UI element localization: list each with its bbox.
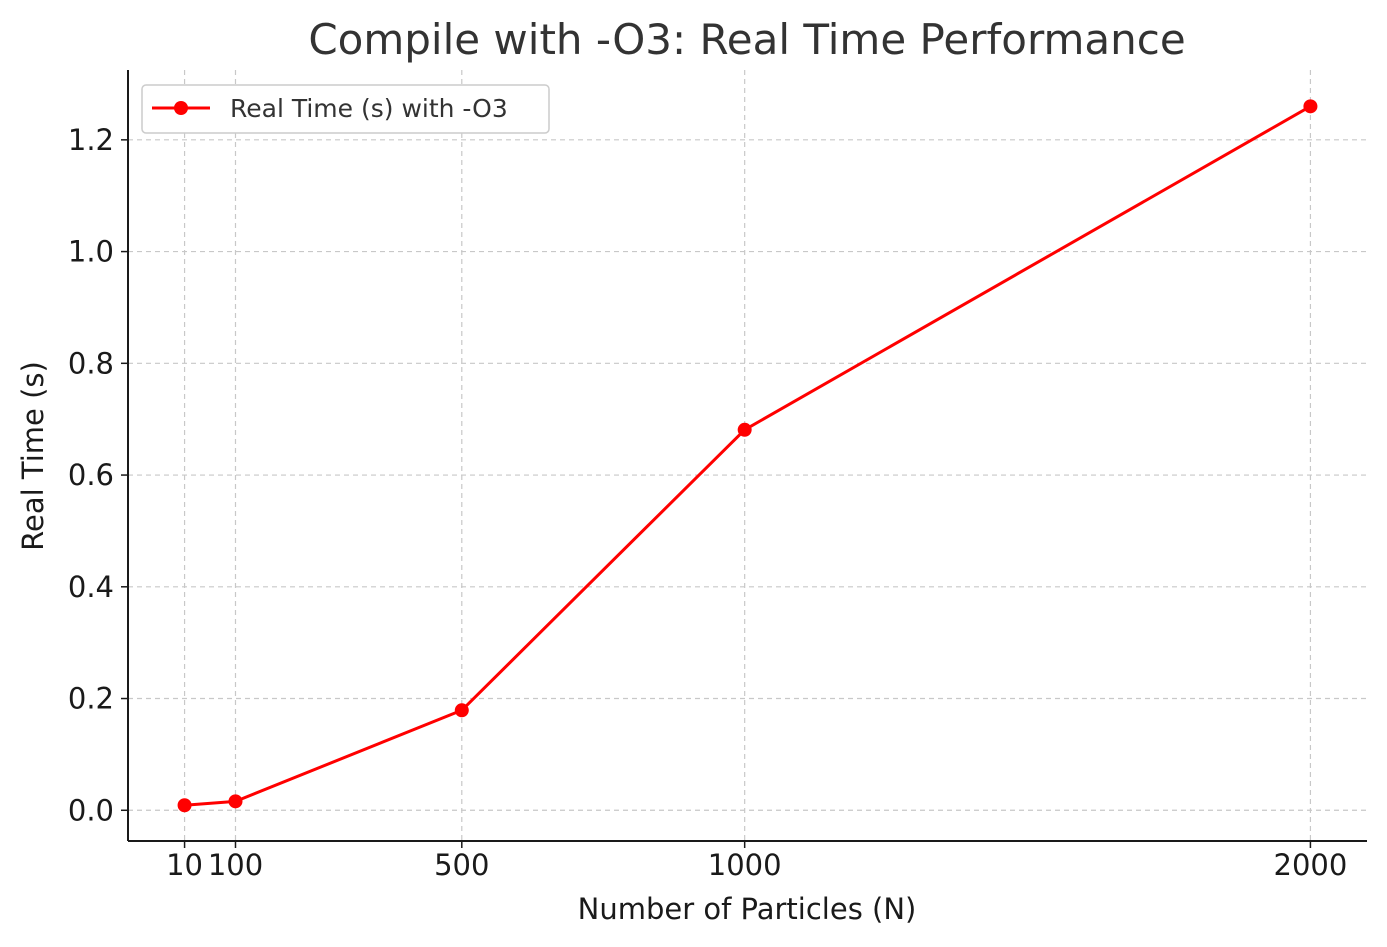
data-point [737, 422, 752, 437]
y-tick-label: 1.2 [68, 123, 114, 157]
series [177, 99, 1318, 813]
legend-marker-swatch [174, 101, 188, 115]
y-tick-label: 0.0 [68, 793, 114, 827]
tick-labels: 10 100 500 1000 2000 0.0 0.2 0.4 0.6 0.8 1.0 1.2 [68, 123, 1347, 882]
y-tick-label: 0.6 [68, 458, 114, 492]
y-tick-label: 0.4 [68, 570, 114, 604]
legend-box [141, 84, 550, 134]
y-tick-label: 0.2 [68, 682, 114, 716]
data-point [1303, 99, 1318, 114]
data-point [177, 798, 192, 813]
y-tick-label: 0.8 [68, 346, 114, 380]
x-tick-label: 1000 [708, 848, 782, 882]
y-axis-label: Real Time (s) [16, 361, 50, 551]
y-tick-label: 1.0 [68, 235, 114, 269]
legend: Real Time (s) with -O3 [141, 84, 550, 134]
legend-entry-label: Real Time (s) with -O3 [230, 94, 508, 123]
chart-title: Compile with -O3: Real Time Performance [308, 15, 1185, 64]
x-tick-label: 10 [166, 848, 203, 882]
axes [121, 70, 1367, 848]
data-point [454, 703, 469, 718]
x-tick-label: 500 [434, 848, 489, 882]
data-point [228, 794, 243, 809]
x-tick-label: 100 [208, 848, 263, 882]
x-tick-label: 2000 [1274, 848, 1348, 882]
x-axis-label: Number of Particles (N) [578, 892, 917, 926]
